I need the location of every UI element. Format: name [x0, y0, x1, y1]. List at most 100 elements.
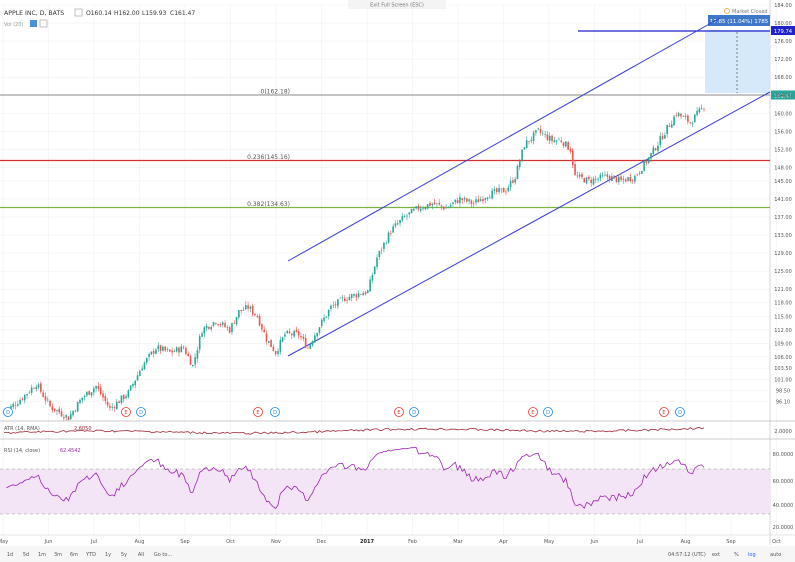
rsi-band [0, 469, 770, 514]
candle-body [502, 187, 505, 193]
candle-body [240, 309, 242, 312]
y-tick-label: 180.00 [774, 21, 792, 27]
period-button-all[interactable]: All [138, 552, 144, 558]
candle-body [102, 393, 104, 398]
volume-settings-icon[interactable] [39, 19, 48, 28]
candle-body [320, 319, 323, 327]
earnings-marker-icon[interactable] [253, 407, 263, 417]
dividend-marker-icon[interactable] [3, 407, 13, 417]
atr-value: 2.6050 [74, 426, 92, 432]
period-button-3m[interactable]: 3m [54, 552, 62, 558]
candle-body [314, 335, 316, 343]
candle-body [396, 223, 399, 225]
period-button-1d[interactable]: 1d [7, 552, 13, 558]
atr-tick: 2.0000 [774, 429, 792, 435]
candle-body [447, 207, 450, 208]
candle-body [134, 380, 137, 386]
candle-body [67, 416, 70, 421]
candle-body [459, 197, 461, 204]
period-button-ytd[interactable]: YTD [85, 552, 96, 558]
candle-body [495, 188, 498, 192]
dividend-marker-icon[interactable] [543, 407, 553, 417]
earnings-marker-icon[interactable] [659, 407, 669, 417]
candle-body [590, 179, 592, 184]
vertical-grid [2, 5, 777, 535]
dividend-marker-icon[interactable] [270, 407, 280, 417]
dividend-marker-icon[interactable] [409, 407, 419, 417]
option-button-percent[interactable]: % [734, 552, 739, 558]
settings-box-icon[interactable] [74, 8, 83, 17]
candlestick-series [3, 104, 705, 422]
candle-body [620, 176, 622, 180]
candle-body [201, 333, 203, 337]
x-tick-label: Apr [499, 539, 509, 545]
candle-body [424, 207, 427, 210]
candle-body [477, 199, 480, 203]
candle-body [185, 348, 187, 355]
candle-body [33, 388, 35, 390]
y-tick-label: 172.00 [774, 57, 792, 63]
option-button-ext[interactable]: ext [712, 552, 720, 558]
candle-body [194, 357, 196, 365]
period-button-5y[interactable]: 5y [121, 552, 127, 558]
candle-body [498, 188, 500, 193]
ohlc-low: L159.93 [142, 10, 167, 17]
clock: 04:57:12 (UTC) [668, 552, 706, 558]
candle-body [268, 341, 270, 343]
y-tick-label: 152.00 [774, 147, 792, 153]
y-tick-label: 121.00 [774, 287, 792, 293]
event-marker-letter: D [139, 410, 143, 416]
candle-body [456, 200, 459, 204]
candle-body [198, 336, 201, 350]
candle-body [479, 199, 482, 202]
candle-body [468, 199, 470, 202]
event-marker-letter: E [256, 410, 259, 416]
candle-body [226, 327, 229, 328]
candle-body [258, 315, 261, 326]
candle-body [295, 329, 298, 332]
event-marker-letter: D [546, 410, 550, 416]
period-button-1y[interactable]: 1y [105, 552, 111, 558]
candle-body [104, 396, 107, 401]
event-marker-letter: E [662, 410, 665, 416]
period-button-6m[interactable]: 6m [70, 552, 78, 558]
ohlc-close: C161.47 [170, 10, 195, 17]
candle-body [150, 351, 153, 355]
exit-fullscreen-bg[interactable] [348, 0, 446, 9]
x-tick-label: Jul [90, 539, 97, 545]
candle-body [21, 398, 24, 400]
dividend-marker-icon[interactable] [136, 407, 146, 417]
channel-lower-line [287, 91, 771, 357]
period-button-1m[interactable]: 1m [38, 552, 46, 558]
candle-body [528, 141, 530, 142]
candle-body [378, 250, 381, 258]
candle-body [81, 397, 84, 401]
earnings-marker-icon[interactable] [394, 407, 404, 417]
dividend-marker-icon[interactable] [675, 407, 685, 417]
exit-fullscreen-button[interactable]: Exit Full Screen (ESC) [370, 3, 424, 9]
candle-body [394, 223, 397, 227]
candle-body [449, 205, 452, 207]
candle-body [661, 136, 664, 140]
atr-title: ATR (14, RMA) [4, 426, 40, 432]
candle-body [208, 326, 210, 329]
option-button-log[interactable]: log [748, 552, 756, 558]
period-button-5d[interactable]: 5d [23, 552, 29, 558]
earnings-marker-icon[interactable] [528, 407, 538, 417]
candle-body [60, 411, 63, 417]
candle-body [300, 335, 302, 338]
rsi-line [6, 446, 705, 509]
option-button-auto[interactable]: auto [770, 552, 781, 558]
candle-body [700, 107, 703, 109]
candle-body [90, 392, 93, 396]
candle-body [49, 400, 51, 407]
current-price-label: 161.47 [774, 94, 792, 100]
candle-body [139, 371, 141, 376]
candle-body [159, 345, 162, 351]
x-tick-label: Feb [408, 539, 417, 545]
period-button-goto[interactable]: Go to... [154, 552, 173, 558]
earnings-marker-icon[interactable] [121, 407, 131, 417]
candle-body [281, 337, 284, 342]
volume-toggle-icon[interactable] [30, 20, 37, 27]
candle-body [371, 275, 374, 281]
